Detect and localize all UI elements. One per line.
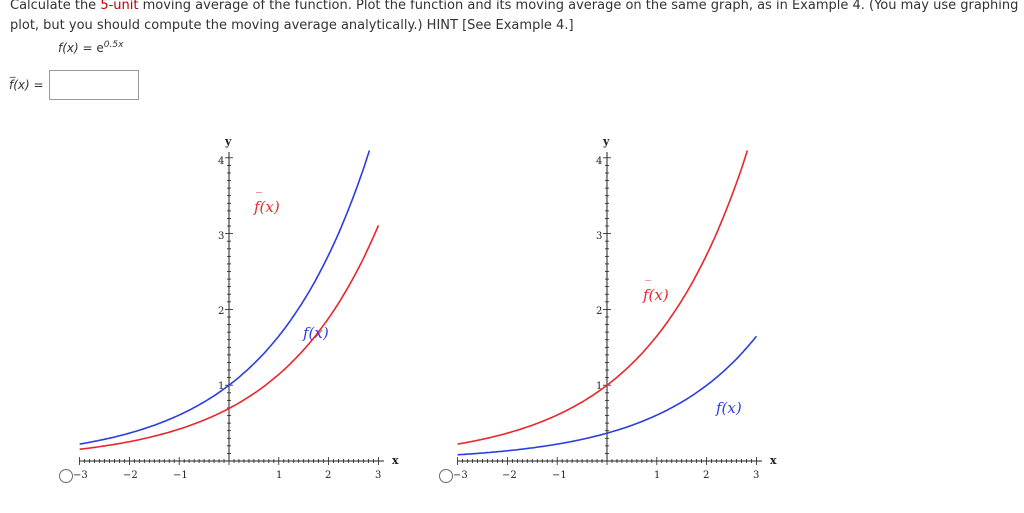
y-tick-label: 4 xyxy=(218,156,224,167)
graph-option-b: y x 4 3 2 1 −3 −2 −1 1 2 3 f(x) ‾ f(x) xyxy=(439,135,777,483)
function-exponent: 0.5x xyxy=(103,40,124,50)
bar-accent: ‾ xyxy=(10,75,16,88)
bar-accent: ‾ xyxy=(645,278,651,292)
question-text-line2: plot, but you should compute the moving … xyxy=(10,18,574,33)
answer-row: ‾ f(x) = xyxy=(9,68,139,102)
x-tick-label: −2 xyxy=(502,470,517,481)
x-tick-label: 1 xyxy=(276,470,282,481)
tick-marks xyxy=(457,157,757,465)
moving-average-label: f(x) xyxy=(642,286,669,304)
y-tick-label: 2 xyxy=(218,306,224,317)
radio-option-b[interactable] xyxy=(439,469,453,483)
answer-label: ‾ f(x) = xyxy=(9,75,44,92)
x-tick-label: 3 xyxy=(753,470,759,481)
y-tick-label: 3 xyxy=(218,231,224,242)
function-definition: f(x) = e0.5x xyxy=(58,40,123,55)
x-tick-label: 2 xyxy=(703,470,709,481)
x-tick-label: −1 xyxy=(552,470,567,481)
function-curve xyxy=(457,335,758,456)
function-curve xyxy=(79,150,371,445)
moving-average-curve xyxy=(79,225,380,451)
y-tick-label: 1 xyxy=(596,381,602,392)
highlight-5-unit: 5-unit xyxy=(100,0,139,13)
y-tick-label: 4 xyxy=(596,156,602,167)
x-tick-label: 3 xyxy=(375,470,381,481)
tick-marks xyxy=(79,157,379,465)
question-text-start: Calculate the xyxy=(10,0,101,13)
y-tick-label: 1 xyxy=(218,381,224,392)
x-tick-label: −3 xyxy=(453,470,468,481)
moving-average-curve xyxy=(457,150,749,445)
radio-option-a[interactable] xyxy=(59,469,73,483)
function-label: f(x) xyxy=(302,324,329,342)
y-axis-label: y xyxy=(224,135,232,148)
question-text-rest: moving average of the function. Plot the… xyxy=(138,0,1020,13)
x-axis-label: x xyxy=(770,454,777,467)
function-base: e xyxy=(96,41,104,55)
graph-option-a: y x 4 3 2 1 −3 −2 −1 1 2 3 f(x) ‾ f(x) xyxy=(59,135,399,483)
function-label: f(x) xyxy=(715,399,742,417)
answer-input[interactable] xyxy=(48,70,139,100)
x-tick-label: −1 xyxy=(173,470,188,481)
y-axis-label: y xyxy=(602,135,610,148)
x-tick-label: 2 xyxy=(325,470,331,481)
bar-accent: ‾ xyxy=(256,190,262,204)
x-tick-label: −2 xyxy=(123,470,138,481)
y-tick-label: 3 xyxy=(596,231,602,242)
question-text: Calculate the 5-unit moving average of t… xyxy=(10,0,1020,36)
y-tick-label: 2 xyxy=(596,306,602,317)
x-tick-label: −3 xyxy=(73,470,88,481)
x-axis-label: x xyxy=(392,454,399,467)
moving-average-label: f(x) xyxy=(253,198,280,216)
function-lhs: f(x) = xyxy=(58,41,97,55)
x-tick-label: 1 xyxy=(654,470,660,481)
